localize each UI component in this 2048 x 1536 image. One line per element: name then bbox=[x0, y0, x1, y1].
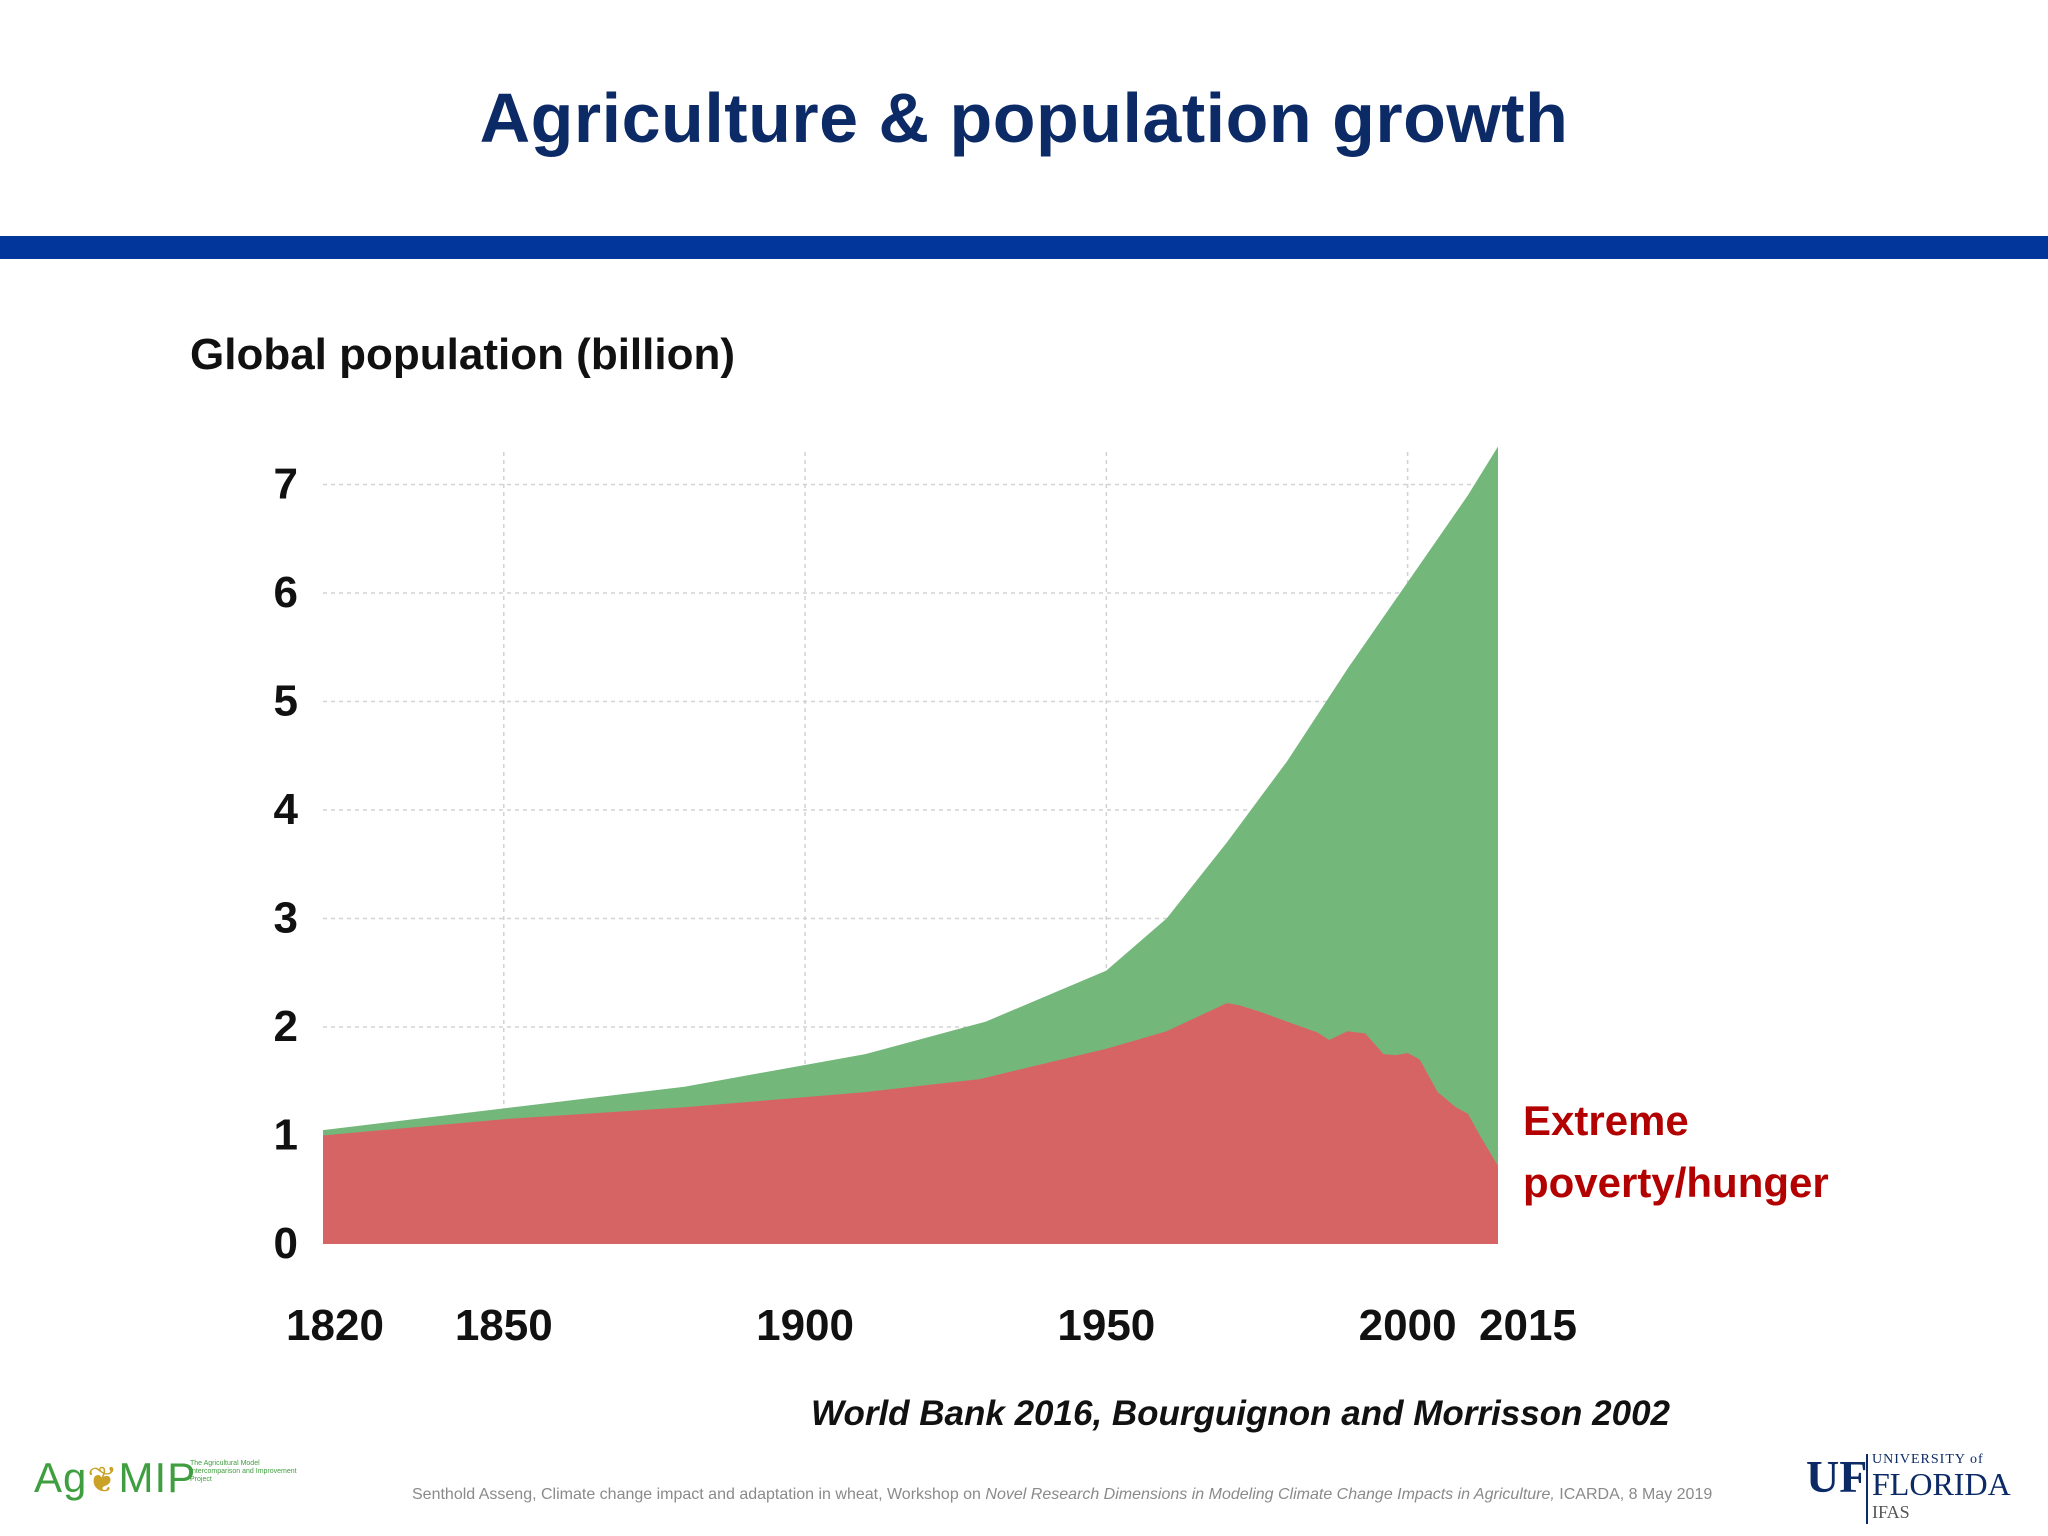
agmip-tagline: The Agricultural Model Intercomparison a… bbox=[190, 1460, 297, 1483]
x-tick-labels: 1820 1850 1900 1950 2000 2015 bbox=[286, 1301, 1577, 1350]
area-extreme-poverty bbox=[323, 1003, 1498, 1244]
uf-monogram: UF bbox=[1806, 1451, 1868, 1502]
footer-text-italic: Novel Research Dimensions in Modeling Cl… bbox=[985, 1486, 1555, 1503]
source-citation: World Bank 2016, Bourguignon and Morriss… bbox=[811, 1394, 1670, 1433]
footer-text-pre: Senthold Asseng, Climate change impact a… bbox=[412, 1486, 986, 1503]
uf-university-text: UNIVERSITY of bbox=[1872, 1452, 1984, 1467]
y-tick-label-6: 6 bbox=[274, 568, 298, 617]
agmip-logo: Ag❦MIP The Agricultural Model Intercompa… bbox=[34, 1432, 304, 1512]
uf-ifas-logo: UF UNIVERSITY of FLORIDA IFAS bbox=[1806, 1450, 2016, 1530]
y-tick-label-3: 3 bbox=[274, 894, 298, 943]
series-label-extreme-poverty: Extreme bbox=[1523, 1097, 1689, 1144]
x-tick-label-1900: 1900 bbox=[756, 1301, 854, 1350]
uf-logo-divider bbox=[1866, 1454, 1868, 1524]
agmip-wordmark: Ag❦MIP bbox=[34, 1454, 197, 1501]
x-tick-label-1820: 1820 bbox=[286, 1301, 384, 1350]
footer-text-post: ICARDA, 8 May 2019 bbox=[1554, 1486, 1713, 1503]
title-divider bbox=[0, 236, 2048, 259]
y-tick-label-5: 5 bbox=[274, 677, 298, 726]
y-axis-title: Global population (billion) bbox=[190, 330, 736, 379]
y-tick-label-1: 1 bbox=[274, 1111, 298, 1160]
x-tick-label-2015: 2015 bbox=[1479, 1301, 1577, 1350]
y-tick-label-2: 2 bbox=[274, 1002, 298, 1051]
y-tick-labels: 0 1 2 3 4 5 6 7 bbox=[274, 460, 299, 1269]
uf-ifas-text: IFAS bbox=[1872, 1502, 1910, 1522]
uf-florida-text: FLORIDA bbox=[1872, 1466, 2011, 1502]
series-label-extreme-poverty-line2: poverty/hunger bbox=[1523, 1159, 1829, 1206]
wheat-sprig-icon: ❦ bbox=[87, 1459, 119, 1500]
slide-title: Agriculture & population growth bbox=[479, 79, 1569, 157]
y-tick-label-0: 0 bbox=[274, 1219, 298, 1268]
population-chart: 0 1 2 3 4 5 6 7 1820 1850 1900 1950 2000 2015 Extrem… bbox=[274, 446, 1829, 1350]
x-tick-label-1950: 1950 bbox=[1057, 1301, 1155, 1350]
x-tick-label-2000: 2000 bbox=[1359, 1301, 1457, 1350]
footer-citation: Senthold Asseng, Climate change impact a… bbox=[412, 1486, 1712, 1504]
y-tick-label-7: 7 bbox=[274, 460, 298, 509]
y-tick-label-4: 4 bbox=[274, 785, 299, 834]
x-tick-label-1850: 1850 bbox=[455, 1301, 553, 1350]
